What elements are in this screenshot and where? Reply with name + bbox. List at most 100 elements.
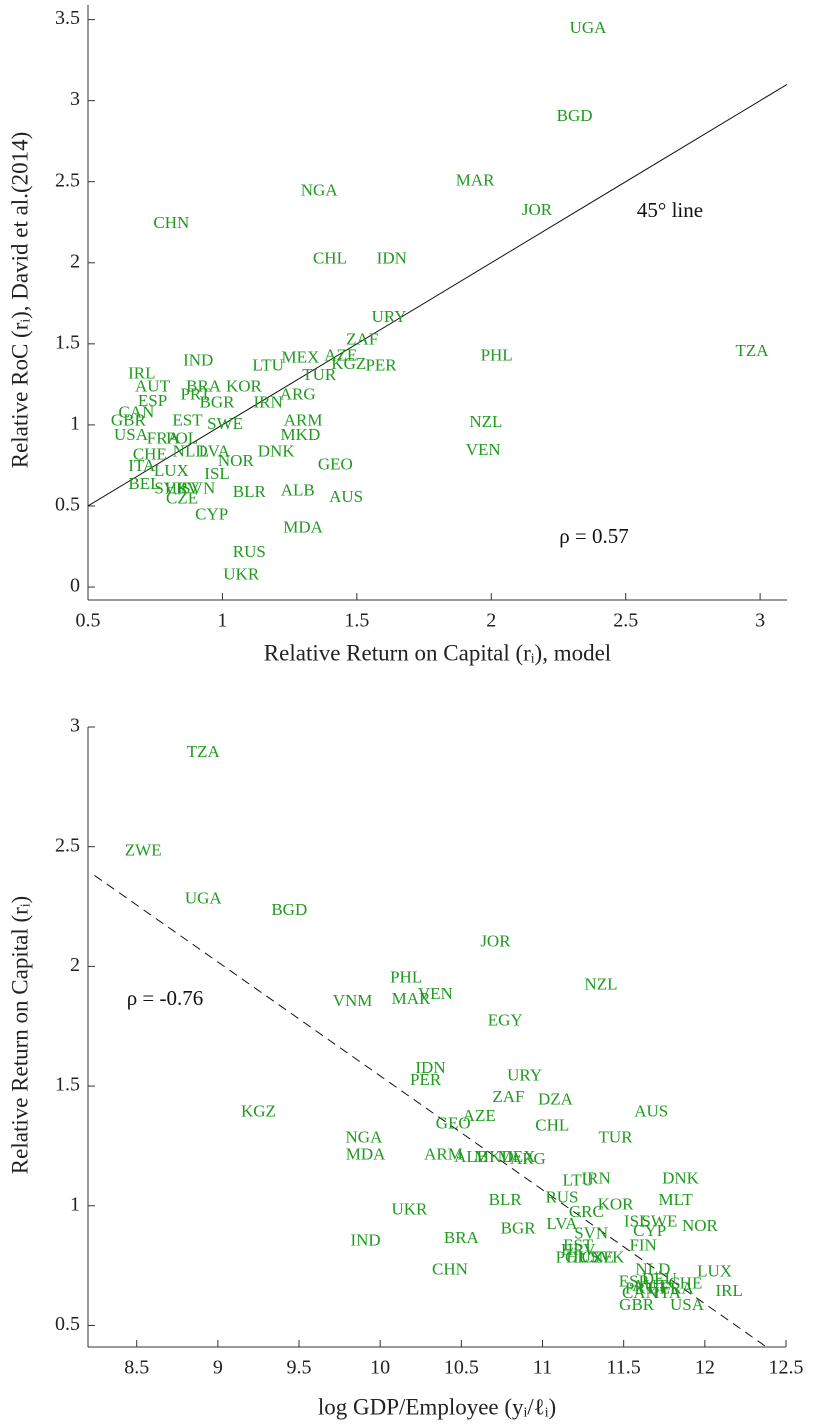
point-label: NOR [682,1216,719,1235]
point-label: IND [183,351,213,370]
fit-line [94,875,767,1348]
point-label: MAR [456,171,495,190]
x-tick-label: 0.5 [76,610,101,632]
point-label: DNK [258,441,296,460]
x-tick-label: 9.5 [287,1357,312,1379]
point-label: AUT [135,377,171,396]
point-label: ZAF [492,1087,524,1106]
point-label: DEU [642,1269,677,1288]
point-label: RUS [545,1187,578,1206]
point-label: ZWE [125,840,162,859]
point-label: ESP [619,1271,648,1290]
x-tick-label: 1.5 [344,610,369,632]
y-tick-label: 3 [70,715,80,737]
point-label: TZA [736,341,770,360]
point-label: SVN [574,1223,608,1242]
point-label: CHE [133,445,167,464]
x-tick-label: 1 [217,610,227,632]
y-axis-title: Relative Return on Capital (rᵢ) [7,896,32,1174]
point-label: CAN [622,1283,658,1302]
point-label: GEO [318,454,353,473]
point-label: NOR [218,451,255,470]
point-label: MAR [392,989,431,1008]
point-label: IRN [581,1168,610,1187]
y-tick-label: 2 [70,250,80,272]
point-label: MDA [346,1144,386,1163]
point-label: UKR [391,1199,428,1218]
x-tick-label: 10 [370,1357,390,1379]
point-label: NGA [346,1128,384,1147]
point-label: IRL [128,364,155,383]
reference-line [87,84,788,507]
point-label: NZL [584,974,617,993]
point-label: DZA [538,1089,574,1108]
point-label: EGY [488,1010,523,1029]
x-tick-label: 12.5 [769,1357,804,1379]
point-label: TUR [302,365,337,384]
point-label: FIN [629,1235,656,1254]
point-label: BLR [233,482,267,501]
point-label: SVK [590,1247,625,1266]
x-axis-title: Relative Return on Capital (rᵢ), model [264,640,611,665]
point-label: ISL [204,464,230,483]
point-label: KGZ [331,354,366,373]
point-label: ITA [128,456,156,475]
point-label: CHL [313,248,347,267]
point-label: MDA [283,518,323,537]
point-label: GBR [111,411,147,430]
point-label: FRA [661,1278,695,1297]
point-label: BGD [557,106,593,125]
point-label: ESP [138,391,167,410]
point-label: NLD [635,1259,670,1278]
y-tick-label: 1 [70,1193,80,1215]
point-label: UKR [223,565,260,584]
point-label: HRV [165,479,200,498]
point-label: URY [507,1065,542,1084]
point-label: BEL [128,474,160,493]
y-tick-label: 3.5 [55,7,80,29]
point-label: CHN [153,213,189,232]
point-label: LVA [199,441,231,460]
point-label: TUR [599,1128,634,1147]
x-tick-label: 9 [213,1357,223,1379]
y-axis-title: Relative RoC (rᵢ), David et al.(2014) [7,132,32,469]
y-tick-label: 1.5 [55,331,80,353]
point-label: AUT [632,1276,668,1295]
point-label: SVK [154,479,189,498]
x-tick-label: 11 [533,1357,552,1379]
point-label: LVA [546,1214,578,1233]
point-label: BGR [501,1219,537,1238]
point-label: SWE [207,414,243,433]
point-label: HUN [566,1247,603,1266]
point-label: NZL [469,412,502,431]
point-label: CZE [166,488,198,507]
point-label: IND [350,1231,380,1250]
point-label: BEL [648,1278,680,1297]
y-tick-label: 2.5 [55,834,80,856]
point-label: LTU [562,1171,594,1190]
point-label: CZE [582,1247,614,1266]
x-tick-label: 2 [486,610,496,632]
point-label: TZA [187,742,221,761]
y-tick-label: 0.5 [55,494,80,516]
point-label: IRL [715,1281,742,1300]
y-tick-label: 1 [70,412,80,434]
point-label: SWE [641,1211,677,1230]
point-label: PHL [481,346,513,365]
point-label: AZE [324,346,357,365]
point-label: CAN [118,402,154,421]
x-tick-label: 2.5 [613,610,638,632]
point-label: MLT [658,1190,693,1209]
point-label: IDN [415,1058,445,1077]
point-label: USA [670,1295,705,1314]
y-tick-label: 2 [70,954,80,976]
point-label: KOR [598,1195,635,1214]
point-label: ARM [424,1144,463,1163]
point-label: RUS [233,542,266,561]
point-label: IDN [377,248,407,267]
point-label: AZE [463,1106,496,1125]
point-label: KOR [226,377,263,396]
y-tick-label: 3 [70,88,80,110]
x-tick-label: 8.5 [124,1357,149,1379]
point-label: BGD [271,900,307,919]
